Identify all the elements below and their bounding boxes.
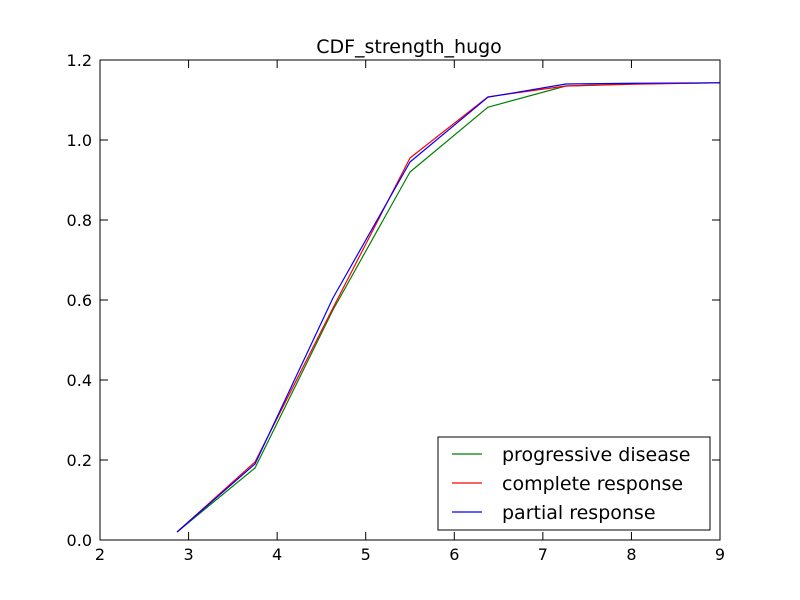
legend-box [437, 436, 711, 531]
y-tick-label-0: 0.0 [67, 531, 92, 550]
x-tick-label-5: 7 [538, 545, 548, 564]
x-tick-label-4: 6 [449, 545, 459, 564]
x-tick-label-2: 4 [272, 545, 282, 564]
chart-title: CDF_strength_hugo [316, 36, 502, 58]
y-tick-label-1: 0.2 [67, 451, 92, 470]
series-line-2 [176, 82, 721, 533]
y-tick-label-2: 0.4 [67, 371, 92, 390]
y-tick-label-4: 0.8 [67, 211, 92, 230]
legend-label-0: progressive disease [502, 444, 690, 466]
y-tick-label-6: 1.2 [67, 51, 92, 70]
legend-label-2: partial response [502, 502, 656, 524]
legend-label-1: complete response [502, 473, 683, 495]
x-tick-label-0: 2 [95, 545, 105, 564]
x-tick-label-3: 5 [361, 545, 371, 564]
y-tick-label-5: 1.0 [67, 131, 92, 150]
axes: 2 3 4 5 6 7 8 9 0.0 0.2 0.4 0.6 0.8 1.0 1.2 [67, 51, 726, 564]
plot-area [176, 82, 721, 533]
x-tick-label-6: 8 [626, 545, 636, 564]
legend: progressive disease complete response part… [437, 436, 711, 531]
y-tick-label-3: 0.6 [67, 291, 92, 310]
x-tick-label-1: 3 [183, 545, 193, 564]
x-tick-label-7: 9 [715, 545, 725, 564]
